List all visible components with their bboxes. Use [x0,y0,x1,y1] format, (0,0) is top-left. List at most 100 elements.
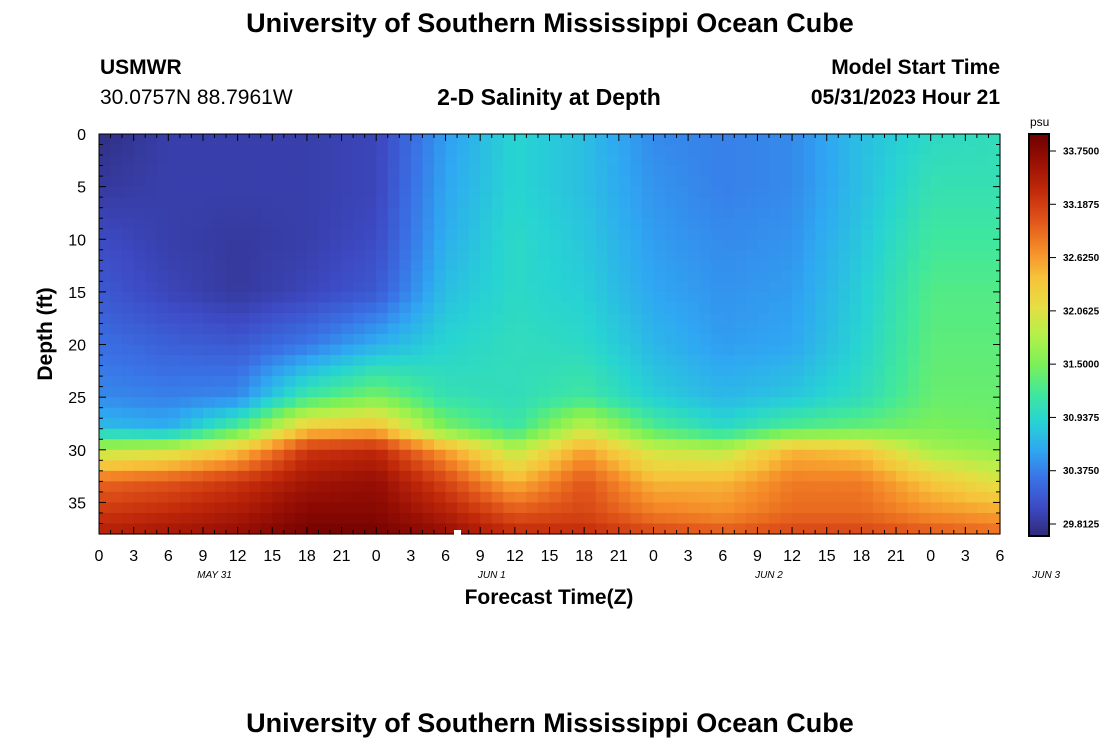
heatmap-cell [641,481,655,493]
heatmap-cell [179,386,193,398]
heatmap-cell [838,228,851,240]
heatmap-cell [976,197,990,209]
x-tick-label: 18 [852,548,870,565]
heatmap-cell [156,323,169,335]
heatmap-cell [318,491,331,504]
heatmap-cell [872,502,886,514]
heatmap-cell [353,144,366,156]
heatmap-cell [607,334,620,346]
heatmap-cell [526,407,539,419]
heatmap-cell [99,186,112,198]
heatmap-cell [179,397,193,409]
heatmap-cell [376,323,389,335]
heatmap-cell [353,281,366,293]
heatmap-cell [792,512,805,525]
heatmap-cell [549,386,562,398]
heatmap-cell [826,186,839,198]
heatmap-cell [734,397,747,409]
heatmap-cell [676,218,689,230]
heatmap-cell [99,281,112,293]
heatmap-cell [353,186,366,198]
heatmap-cell [849,228,862,240]
heatmap-cell [722,197,735,209]
heatmap-cell [122,418,135,430]
heatmap-cell [341,460,354,472]
heatmap-cell [734,470,747,482]
heatmap-cell [988,428,1001,440]
heatmap-cell [445,218,458,230]
heatmap-cell [387,312,400,325]
heatmap-cell [722,334,735,346]
heatmap-cell [330,397,343,409]
heatmap-cell [341,239,354,251]
heatmap-cell [549,365,562,377]
heatmap-cell [318,228,331,240]
heatmap-cell [653,460,666,472]
heatmap-cell [768,260,782,272]
heatmap-cell [422,155,435,167]
heatmap-cell [665,176,678,188]
heatmap-cell [907,312,920,325]
heatmap-cell [768,344,782,356]
heatmap-cell [457,323,470,335]
heatmap-cell [884,249,897,261]
heatmap-cell [803,218,816,230]
heatmap-cell [549,218,562,230]
heatmap-cell [665,334,678,346]
heatmap-cell [537,481,551,493]
heatmap-cell [745,207,759,219]
heatmap-cell [99,260,112,272]
heatmap-cell [618,523,631,535]
heatmap-cell [722,502,735,514]
heatmap-cell [861,460,874,472]
heatmap-cell [410,334,424,346]
heatmap-cell [953,386,966,398]
heatmap-cell [815,197,828,209]
heatmap-cell [872,239,886,251]
heatmap-cell [468,281,481,293]
heatmap-cell [480,302,493,314]
heatmap-cell [653,155,666,167]
x-tick-label: 15 [541,548,559,565]
heatmap-cell [665,291,678,304]
heatmap-cell [179,144,193,156]
heatmap-cell [803,428,816,440]
heatmap-cell [399,302,412,314]
heatmap-cell [572,355,585,367]
heatmap-cell [99,291,112,304]
heatmap-cell [780,502,793,514]
heatmap-cell [353,165,366,177]
heatmap-cell [584,302,597,314]
heatmap-cell [202,165,216,177]
heatmap-cell [757,323,770,335]
heatmap-cell [734,355,747,367]
heatmap-cell [688,197,701,209]
heatmap-cell [457,502,470,514]
heatmap-cell [249,176,262,188]
heatmap-cell [780,186,793,198]
heatmap-cell [156,312,169,325]
heatmap-cell [457,334,470,346]
heatmap-cell [376,176,389,188]
heatmap-cell [260,376,273,388]
heatmap-cell [838,134,851,146]
heatmap-cell [364,302,377,314]
heatmap-cell [387,291,400,304]
heatmap-cell [561,323,574,335]
heatmap-cell [468,386,481,398]
heatmap-cell [641,512,655,525]
heatmap-cell [514,334,527,346]
heatmap-cell [526,312,539,325]
heatmap-cell [861,491,874,504]
heatmap-cell [826,302,839,314]
heatmap-cell [942,460,955,472]
heatmap-cell [295,239,308,251]
heatmap-cell [953,291,966,304]
heatmap-cell [364,365,377,377]
heatmap-cell [237,281,250,293]
heatmap-cell [907,523,920,535]
heatmap-cell [768,249,782,261]
heatmap-cell [630,449,643,461]
heatmap-cell [422,312,435,325]
station-name: USMWR [100,56,182,79]
